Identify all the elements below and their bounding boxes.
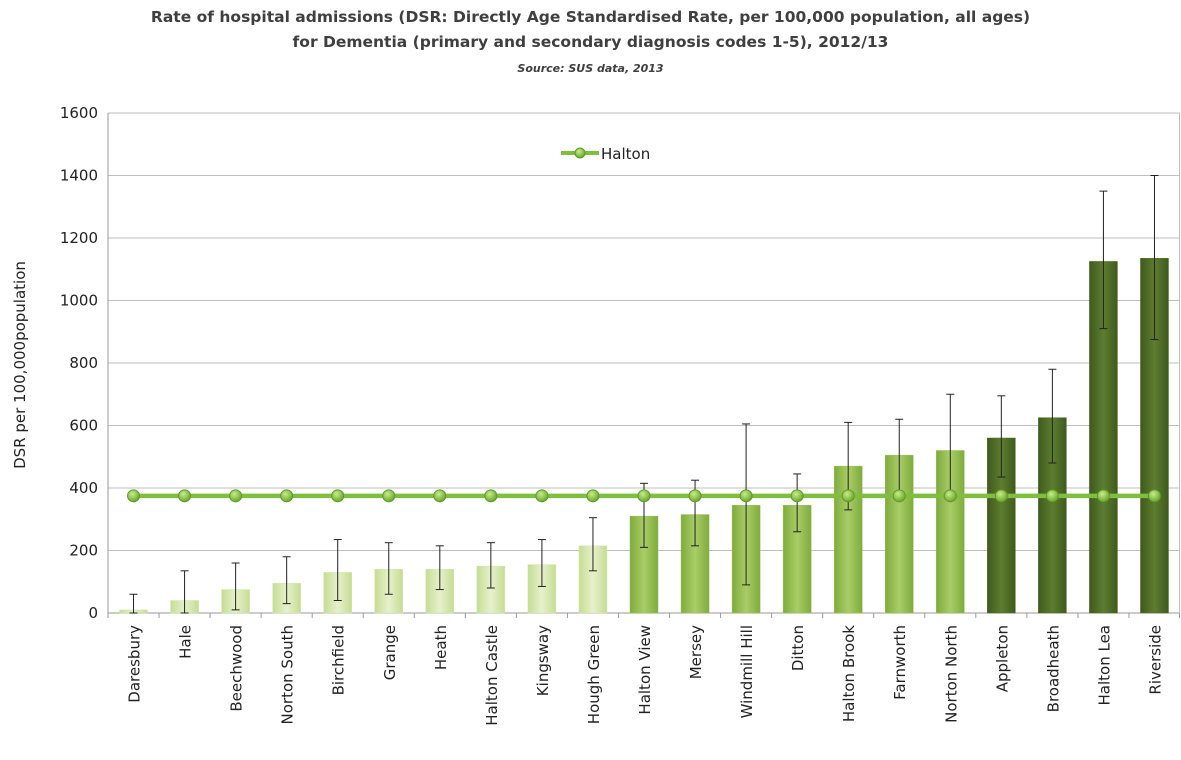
series-point-halton-windmill-hill — [739, 489, 753, 503]
x-tick-label-birchfield: Birchfield — [330, 625, 348, 695]
x-tick-label-appleton: Appleton — [993, 625, 1011, 692]
series-point-halton-beechwood — [229, 489, 243, 503]
error-bar-hale — [180, 570, 189, 614]
x-tick-label-norton-north: Norton North — [942, 625, 960, 723]
y-tick-label-600: 600 — [69, 417, 98, 435]
series-point-halton-norton-north — [943, 489, 957, 503]
series-point-halton-halton-view — [637, 489, 651, 503]
error-bar-kingsway — [537, 539, 546, 587]
y-tick-label-400: 400 — [69, 479, 98, 497]
chart-source: Source: SUS data, 2013 — [517, 62, 664, 75]
series-point-halton-daresbury — [127, 489, 141, 503]
x-tick-label-heath: Heath — [432, 625, 450, 670]
error-bar-halton-lea — [1099, 190, 1108, 330]
series-point-halton-kingsway — [535, 489, 549, 503]
x-tick-label-mersey: Mersey — [687, 625, 705, 679]
series-point-halton-norton-south — [280, 489, 294, 503]
error-bar-broadheath — [1048, 368, 1057, 464]
x-tick-label-farnworth: Farnworth — [891, 625, 909, 700]
chart-subtitle: for Dementia (primary and secondary diag… — [292, 33, 889, 51]
series-point-halton-halton-brook — [841, 489, 855, 503]
series-point-halton-halton-castle — [484, 489, 498, 503]
series-point-halton-heath — [433, 489, 447, 503]
y-tick-label-1000: 1000 — [60, 292, 98, 310]
series-point-halton-birchfield — [331, 489, 345, 503]
x-tick-label-broadheath: Broadheath — [1044, 625, 1062, 712]
x-tick-label-daresbury: Daresbury — [126, 625, 144, 703]
series-point-halton-mersey — [688, 489, 702, 503]
x-tick-label-norton-south: Norton South — [279, 625, 297, 725]
error-bar-windmill-hill — [742, 423, 751, 586]
x-tick-label-halton-lea: Halton Lea — [1095, 625, 1113, 706]
error-bar-heath — [435, 545, 444, 591]
y-tick-label-1400: 1400 — [60, 167, 98, 185]
error-bar-beechwood — [231, 562, 240, 611]
y-tick-label-0: 0 — [88, 604, 98, 622]
x-tick-label-hough-green: Hough Green — [585, 625, 603, 724]
x-tick-label-kingsway: Kingsway — [534, 625, 552, 696]
x-tick-label-ditton: Ditton — [789, 625, 807, 671]
error-bar-hough-green — [588, 517, 597, 572]
series-point-halton-broadheath — [1045, 489, 1059, 503]
chart-title: Rate of hospital admissions (DSR: Direct… — [150, 8, 1031, 26]
error-bar-halton-castle — [486, 542, 495, 589]
error-bar-appleton — [997, 395, 1006, 478]
error-bar-daresbury — [129, 593, 138, 614]
error-bar-grange — [384, 542, 393, 595]
x-tick-label-halton-castle: Halton Castle — [483, 625, 501, 726]
series-point-halton-appleton — [994, 489, 1008, 503]
error-bar-norton-south — [282, 556, 291, 605]
y-tick-label-800: 800 — [69, 354, 98, 372]
x-tick-label-grange: Grange — [381, 625, 399, 680]
series-point-halton-riverside — [1147, 489, 1161, 503]
y-axis-label: DSR per 100,000population — [11, 261, 29, 469]
series-point-halton-farnworth — [892, 489, 906, 503]
error-bar-birchfield — [333, 539, 342, 601]
series-point-halton-grange — [382, 489, 396, 503]
y-tick-label-200: 200 — [69, 542, 98, 560]
x-tick-label-halton-view: Halton View — [636, 625, 654, 715]
series-point-halton-hale — [178, 489, 192, 503]
legend-label-halton: Halton — [601, 145, 650, 163]
x-tick-label-hale: Hale — [177, 625, 195, 659]
x-tick-label-halton-brook: Halton Brook — [840, 625, 858, 722]
legend: Halton — [561, 145, 650, 163]
series-point-halton-ditton — [790, 489, 804, 503]
error-bar-riverside — [1150, 175, 1159, 341]
plot-area: 0 200 400 600 800 1000 1200 1400 1600 Daresbury Ha… — [60, 104, 1180, 726]
y-tick-label-1200: 1200 — [60, 229, 98, 247]
series-point-halton-hough-green — [586, 489, 600, 503]
x-tick-label-beechwood: Beechwood — [228, 625, 246, 712]
y-tick-label-1600: 1600 — [60, 104, 98, 122]
x-tick-label-windmill-hill: Windmill Hill — [738, 625, 756, 718]
error-bar-ditton — [793, 473, 802, 533]
series-point-halton-halton-lea — [1096, 489, 1110, 503]
x-tick-label-riverside: Riverside — [1146, 625, 1164, 695]
